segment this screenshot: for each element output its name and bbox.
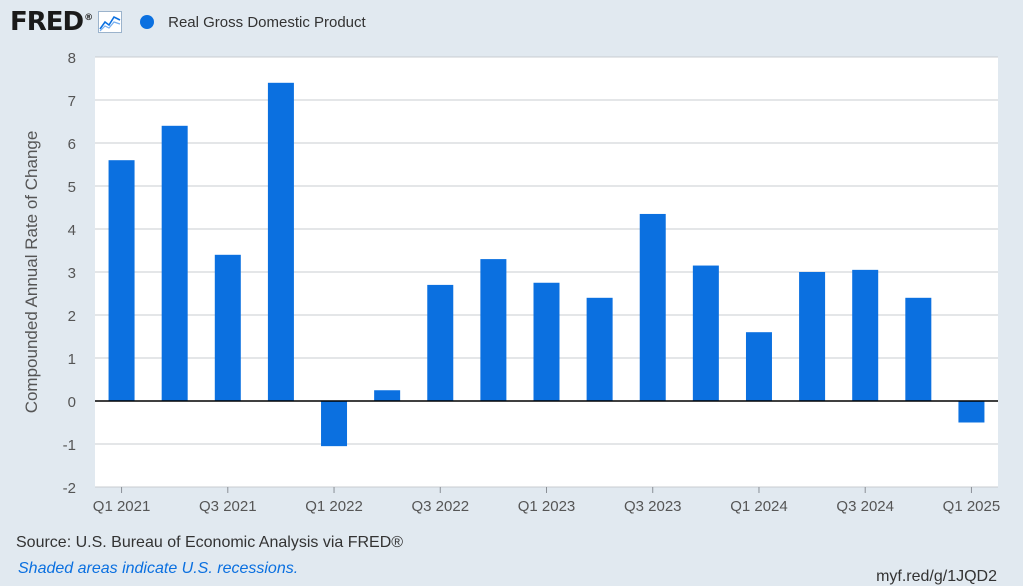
legend: Real Gross Domestic Product xyxy=(140,14,366,31)
line-graph-icon xyxy=(98,11,123,33)
y-tick-label: 4 xyxy=(68,222,76,239)
y-tick-label: -1 xyxy=(63,437,76,454)
x-tick-label: Q1 2025 xyxy=(943,498,1001,515)
short-url[interactable]: myf.red/g/1JQD2 xyxy=(876,568,997,585)
recession-note: Shaded areas indicate U.S. recessions. xyxy=(18,560,299,577)
x-tick-label: Q3 2023 xyxy=(624,498,682,515)
x-tick-label: Q1 2024 xyxy=(730,498,788,515)
x-tick-label: Q1 2022 xyxy=(305,498,363,515)
bar xyxy=(745,332,772,401)
source-text: Source: U.S. Bureau of Economic Analysis… xyxy=(16,534,404,551)
bar xyxy=(958,401,985,423)
fred-logo-text: FRED xyxy=(10,7,84,37)
bar xyxy=(427,284,454,401)
bar xyxy=(267,82,294,402)
y-axis-title: Compounded Annual Rate of Change xyxy=(22,131,41,414)
x-tick-label: Q3 2021 xyxy=(199,498,257,515)
y-tick-label: 0 xyxy=(68,394,76,411)
y-tick-label: 2 xyxy=(68,308,76,325)
x-tick-label: Q3 2024 xyxy=(836,498,894,515)
bar xyxy=(480,259,507,401)
y-tick-label: 5 xyxy=(68,179,76,196)
x-tick-label: Q1 2023 xyxy=(518,498,576,515)
bar xyxy=(321,401,348,447)
bar xyxy=(533,282,560,401)
bar xyxy=(905,297,932,401)
y-tick-label: 8 xyxy=(68,50,76,67)
bar xyxy=(799,272,826,401)
x-tick-label: Q1 2021 xyxy=(93,498,151,515)
y-tick-label: 1 xyxy=(68,351,76,368)
bar xyxy=(374,390,401,401)
y-tick-label: 6 xyxy=(68,136,76,153)
y-tick-label: -2 xyxy=(63,480,76,497)
bar xyxy=(692,265,719,401)
bar xyxy=(852,269,879,401)
fred-logo-reg: ® xyxy=(84,13,93,24)
fred-logo[interactable]: FRED® xyxy=(10,7,93,37)
legend-label: Real Gross Domestic Product xyxy=(168,13,366,31)
x-tick-label: Q3 2022 xyxy=(411,498,469,515)
bar xyxy=(586,297,613,401)
y-tick-label: 7 xyxy=(68,93,76,110)
bar xyxy=(161,125,188,402)
chart-header: FRED® Real Gross Domestic Product xyxy=(10,6,366,38)
y-tick-label: 3 xyxy=(68,265,76,282)
bar xyxy=(214,254,241,401)
bar xyxy=(639,213,666,401)
bar xyxy=(108,160,135,401)
legend-marker xyxy=(140,15,155,29)
